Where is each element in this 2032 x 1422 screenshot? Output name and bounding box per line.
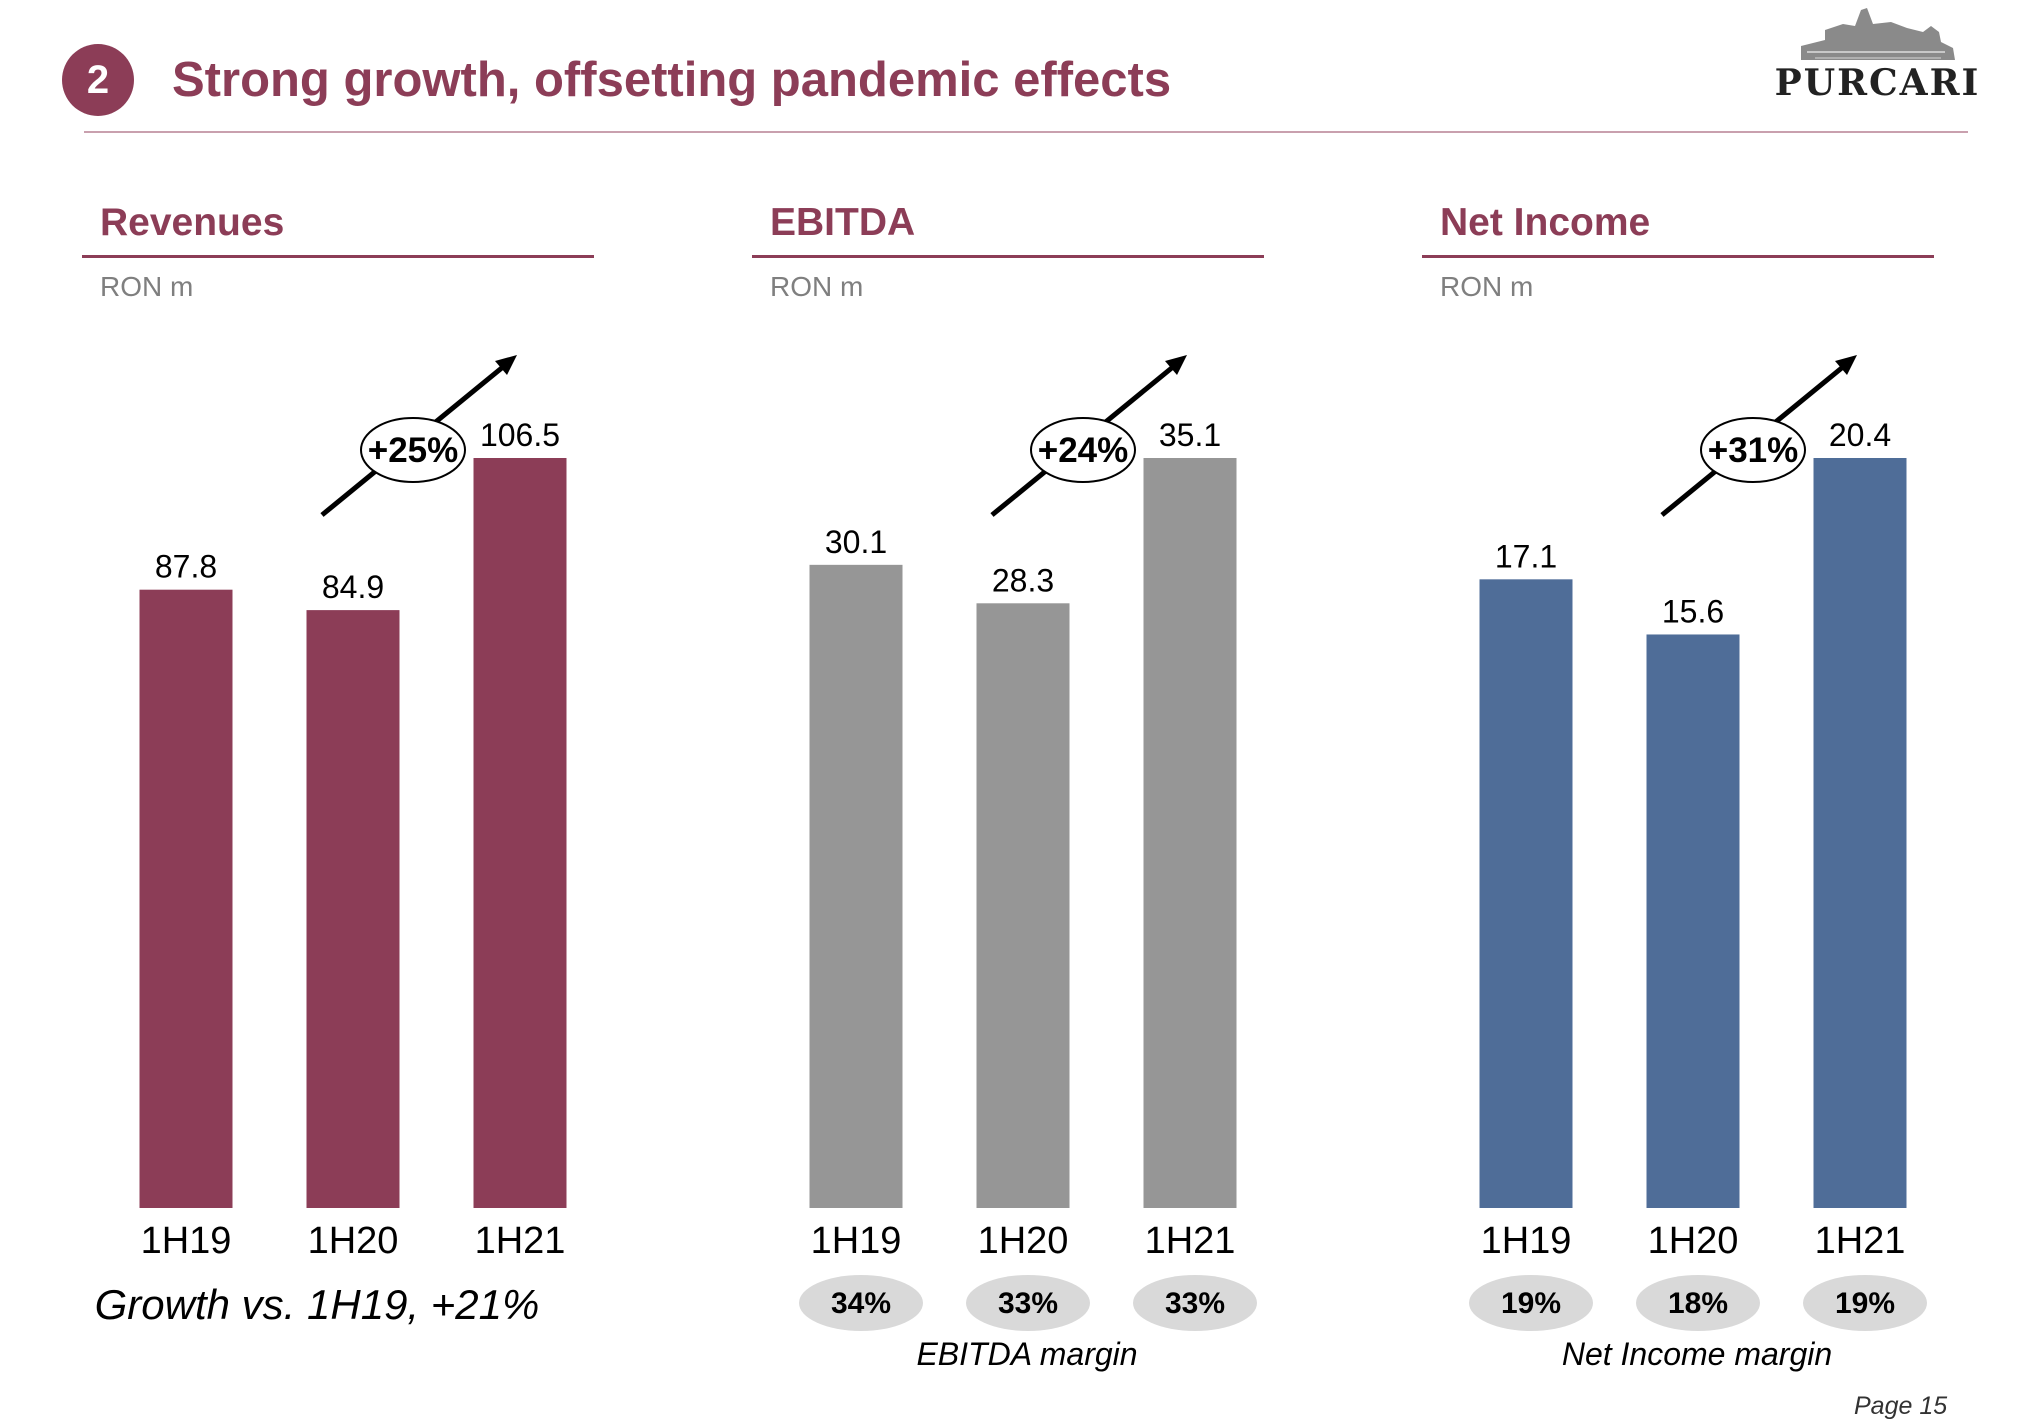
- arrow-head-icon: [1835, 355, 1857, 375]
- category-label: 1H19: [141, 1220, 232, 1262]
- growth-label: +31%: [1708, 431, 1799, 470]
- net-income-chart: 17.1 1H19 15.6 1H20 20.4 1H21 +31% 19% 18% 19%Net…: [1469, 355, 1927, 1372]
- arrow-head-icon: [1165, 355, 1187, 375]
- category-label: 1H21: [475, 1220, 566, 1262]
- chateau-icon: [1801, 8, 1955, 60]
- unit-label: RON m: [1440, 271, 1534, 302]
- panel-divider: [752, 255, 1264, 258]
- margin-value: 34%: [831, 1287, 891, 1320]
- page-title: Strong growth, offsetting pandemic effec…: [172, 53, 1172, 107]
- revenues-panel: Revenues RON m 87.8 1H19 84.9 1H20 106.5 1H21…: [82, 195, 594, 1375]
- panel-title: Net Income: [1440, 201, 1651, 244]
- value-label: 35.1: [1159, 417, 1221, 453]
- unit-label: RON m: [770, 271, 864, 302]
- category-label: 1H20: [308, 1220, 399, 1262]
- net-income-panel: Net Income RON m 17.1 1H19 15.6 1H20 20.4 1H2…: [1422, 195, 1934, 1375]
- margin-value: 19%: [1501, 1287, 1561, 1320]
- bar-1H20: [306, 610, 400, 1208]
- bar-1H19: [139, 589, 233, 1208]
- value-label: 17.1: [1495, 538, 1557, 574]
- purcari-logo: PURCARI: [1765, 0, 1990, 110]
- margin-badge: [799, 1275, 923, 1331]
- value-label: 30.1: [825, 524, 887, 560]
- bar-1H20: [976, 603, 1070, 1208]
- ebitda-panel: EBITDA RON m 30.1 1H19 28.3 1H20 35.1 1H21 +24…: [752, 195, 1264, 1375]
- category-label: 1H19: [1481, 1220, 1572, 1262]
- margin-caption: Net Income margin: [1562, 1336, 1832, 1372]
- ebitda-chart: 30.1 1H19 28.3 1H20 35.1 1H21 +24% 34% 33% 33% EBI…: [799, 355, 1257, 1372]
- panel-divider: [1422, 255, 1934, 258]
- arrow-head-icon: [495, 355, 517, 375]
- growth-footnote: Growth vs. 1H19, +21%: [95, 1281, 540, 1328]
- bar-1H21: [1143, 458, 1237, 1208]
- margin-badge: [1469, 1275, 1593, 1331]
- unit-label: RON m: [100, 271, 194, 302]
- value-label: 28.3: [992, 562, 1054, 598]
- margin-badge: [966, 1275, 1090, 1331]
- value-label: 15.6: [1662, 593, 1724, 629]
- value-label: 87.8: [155, 549, 217, 585]
- slide-number-badge: 2: [62, 44, 134, 116]
- margin-value: 33%: [998, 1287, 1058, 1320]
- bar-1H21: [1813, 458, 1907, 1208]
- category-label: 1H20: [1648, 1220, 1739, 1262]
- margin-caption: EBITDA margin: [916, 1336, 1137, 1372]
- title-divider: [84, 131, 1968, 133]
- growth-badge: [360, 417, 466, 483]
- value-label: 106.5: [480, 417, 560, 453]
- category-label: 1H19: [811, 1220, 902, 1262]
- growth-badge: [1030, 417, 1136, 483]
- logo-wordmark: PURCARI: [1774, 62, 1981, 104]
- category-label: 1H20: [978, 1220, 1069, 1262]
- category-label: 1H21: [1145, 1220, 1236, 1262]
- margin-value: 19%: [1835, 1287, 1895, 1320]
- page-number: Page 15: [1854, 1392, 1948, 1420]
- panel-divider: [82, 255, 594, 258]
- margin-value: 33%: [1165, 1287, 1225, 1320]
- growth-label: +24%: [1038, 431, 1129, 470]
- bar-1H21: [473, 458, 567, 1208]
- bar-1H19: [809, 564, 903, 1208]
- category-label: 1H21: [1815, 1220, 1906, 1262]
- value-label: 20.4: [1829, 417, 1891, 453]
- margin-badge: [1636, 1275, 1760, 1331]
- margin-badge: [1133, 1275, 1257, 1331]
- panel-title: Revenues: [100, 201, 285, 244]
- panel-title: EBITDA: [770, 201, 916, 244]
- revenues-chart: 87.8 1H19 84.9 1H20 106.5 1H21 +25% Growth vs. …: [95, 355, 567, 1328]
- margin-badge: [1803, 1275, 1927, 1331]
- growth-badge: [1700, 417, 1806, 483]
- margin-value: 18%: [1668, 1287, 1728, 1320]
- bar-1H19: [1479, 579, 1573, 1208]
- bar-1H20: [1646, 634, 1740, 1208]
- value-label: 84.9: [322, 569, 384, 605]
- growth-label: +25%: [368, 431, 459, 470]
